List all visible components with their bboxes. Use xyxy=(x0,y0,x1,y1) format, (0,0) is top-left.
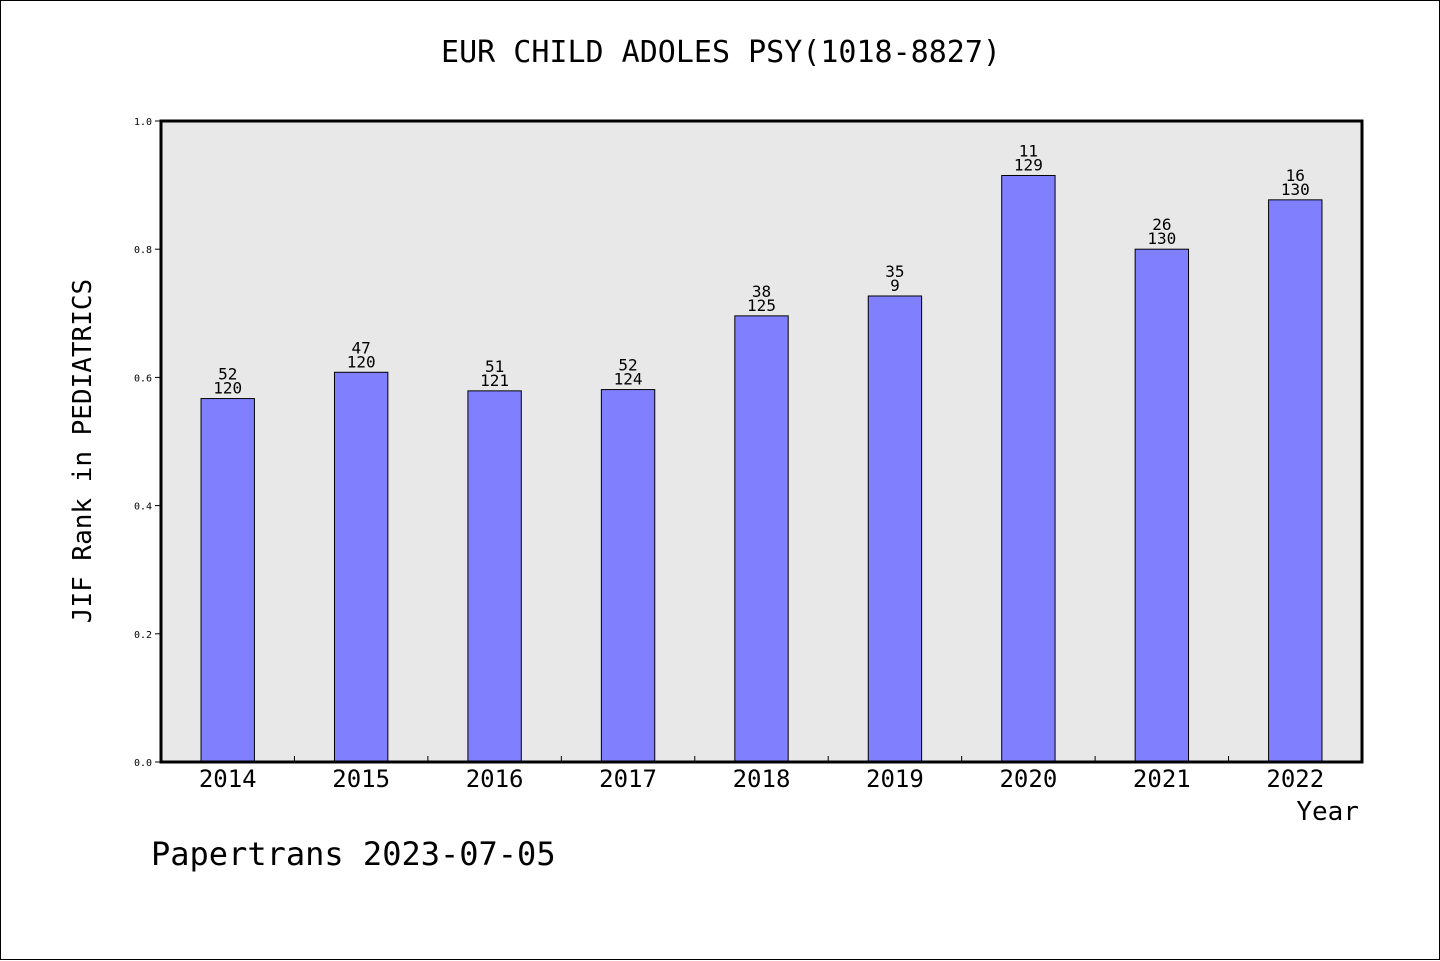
bar-label-total: 124 xyxy=(614,370,643,389)
x-tick-label: 2014 xyxy=(199,765,257,793)
x-tick-label: 2018 xyxy=(733,765,791,793)
bar xyxy=(200,398,255,763)
y-tick-label: 0.4 xyxy=(134,502,152,513)
bar-label-rank: 51 xyxy=(485,357,504,376)
y-tick-label: 0.0 xyxy=(134,758,152,769)
x-tick-label: 2019 xyxy=(866,765,924,793)
y-tick-label: 0.6 xyxy=(134,373,152,384)
bar-label-total: 121 xyxy=(480,371,509,390)
bar xyxy=(333,371,389,763)
bar-label-total: 120 xyxy=(347,352,376,371)
x-tick-label: 2015 xyxy=(332,765,390,793)
bar xyxy=(867,295,923,763)
bar-label-rank: 11 xyxy=(1019,141,1038,160)
bar xyxy=(600,389,656,763)
bar xyxy=(734,315,789,763)
bar xyxy=(1268,199,1323,763)
plot-border xyxy=(159,119,1364,764)
x-tick-label: 2022 xyxy=(1266,765,1324,793)
bar xyxy=(467,390,522,763)
bar-label-rank: 35 xyxy=(885,262,904,281)
y-tick-label: 1.0 xyxy=(134,117,152,128)
bar-label-rank: 52 xyxy=(618,356,637,375)
bar-label-total: 130 xyxy=(1147,229,1176,248)
x-tick-label: 2021 xyxy=(1133,765,1191,793)
x-tick-label: 2020 xyxy=(999,765,1057,793)
bar-label-rank: 26 xyxy=(1152,215,1171,234)
bar-label-rank: 47 xyxy=(352,338,371,357)
y-tick-label: 0.8 xyxy=(134,245,152,256)
bar-label-total: 130 xyxy=(1281,180,1310,199)
x-tick-label: 2016 xyxy=(466,765,524,793)
bar-label-rank: 16 xyxy=(1286,166,1305,185)
bar-label-rank: 52 xyxy=(218,365,237,384)
x-axis-label: Year xyxy=(1296,797,1359,827)
bar-label-total: 9 xyxy=(890,276,900,295)
x-tick-label: 2017 xyxy=(599,765,657,793)
bar-label-total: 120 xyxy=(213,379,242,398)
bar xyxy=(1001,174,1056,763)
bar xyxy=(1134,248,1190,763)
bar-label-total: 129 xyxy=(1014,155,1043,174)
chart-title: EUR CHILD ADOLES PSY(1018-8827) xyxy=(441,35,1001,70)
y-tick-label: 0.2 xyxy=(134,630,152,641)
footer-credit: Papertrans 2023-07-05 xyxy=(151,835,556,873)
bar-label-rank: 38 xyxy=(752,282,771,301)
bar-label-total: 125 xyxy=(747,296,776,315)
